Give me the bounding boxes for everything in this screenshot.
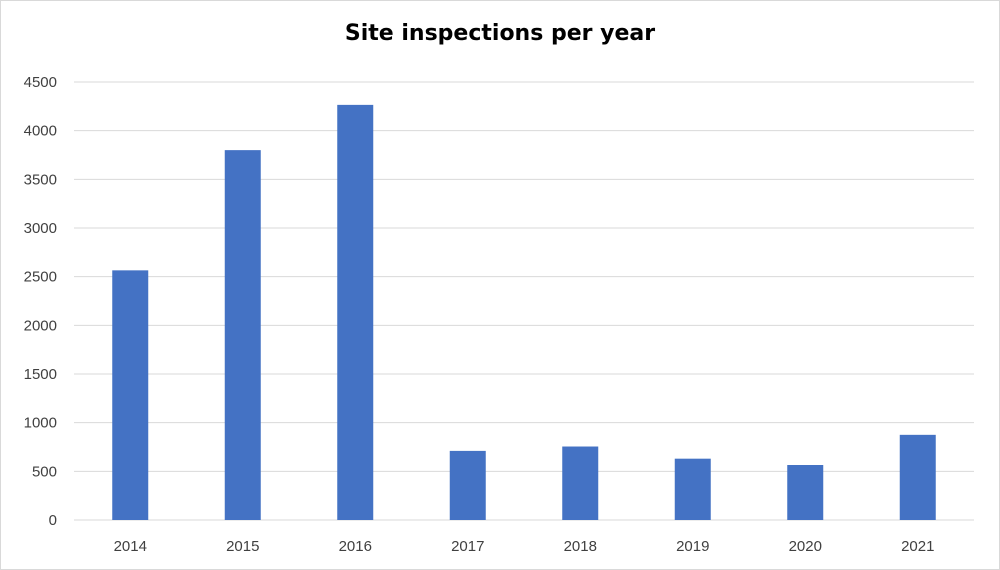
y-tick-label: 2000 [24,317,57,334]
x-tick-label: 2019 [676,538,709,555]
y-tick-label: 0 [49,512,57,529]
bar-2019 [674,458,711,520]
gridlines [74,81,974,521]
y-tick-label: 1500 [24,366,57,383]
x-tick-label: 2015 [226,538,259,555]
bar-2014 [112,270,149,520]
y-tick-label: 1000 [24,415,57,432]
bar-2016 [337,104,374,520]
bar-2021 [899,434,936,520]
y-tick-label: 3500 [24,171,57,188]
x-tick-label: 2016 [339,538,372,555]
x-axis-ticks: 2014 2015 2016 2017 2018 2019 2020 2021 [114,538,935,555]
bar-2018 [562,446,599,520]
x-tick-label: 2017 [451,538,484,555]
x-tick-label: 2021 [901,538,934,555]
y-tick-label: 4500 [24,74,57,91]
y-axis-ticks: 0 500 1000 1500 2000 2500 3000 3500 4000 4500 [24,74,57,529]
y-tick-label: 3000 [24,220,57,237]
bar-2020 [787,465,824,520]
bar-2015 [224,150,261,520]
x-tick-label: 2020 [789,538,822,555]
x-tick-label: 2018 [564,538,597,555]
bar-2017 [449,450,486,520]
y-tick-label: 2500 [24,269,57,286]
chart-title: Site inspections per year [344,21,656,46]
y-tick-label: 4000 [24,123,57,140]
x-tick-label: 2014 [114,538,147,555]
y-tick-label: 500 [32,463,57,480]
bars [112,104,936,520]
